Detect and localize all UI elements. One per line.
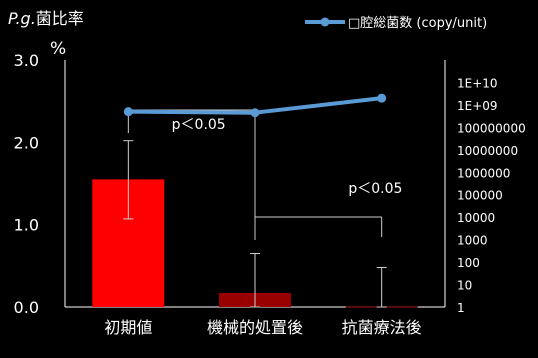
y-tick-label-right: 10000000 xyxy=(457,144,518,158)
legend-label: □腔総菌数 (copy/unit) xyxy=(348,16,487,31)
line-point xyxy=(250,108,260,118)
x-tick-label: 抗菌療法後 xyxy=(342,318,422,337)
y-tick-label-left: 3.0 xyxy=(14,51,39,70)
y-tick-label-right: 1E+10 xyxy=(457,76,498,90)
y-axis-label: % xyxy=(50,39,66,59)
y-tick-label-right: 1E+09 xyxy=(457,99,498,113)
significance-label: p＜0.05 xyxy=(172,117,226,133)
x-tick-label: 機械的処置後 xyxy=(207,318,303,337)
x-tick-label: 初期値 xyxy=(104,318,152,337)
chart-title: P.g.菌比率 xyxy=(8,9,84,28)
line-point xyxy=(123,107,133,117)
y-tick-label-right: 1 xyxy=(457,301,465,315)
legend-swatch-point xyxy=(320,17,330,27)
y-tick-label-right: 100000 xyxy=(457,189,503,203)
y-tick-label-left: 2.0 xyxy=(14,133,39,152)
chart-title-rest: 菌比率 xyxy=(36,9,84,28)
y-tick-label-left: 0.0 xyxy=(14,298,39,317)
y-tick-label-left: 1.0 xyxy=(14,216,39,235)
significance-label: p＜0.05 xyxy=(348,181,402,197)
y-tick-label-right: 100000000 xyxy=(457,121,526,135)
y-tick-label-right: 10 xyxy=(457,279,472,293)
y-tick-label-right: 1000 xyxy=(457,234,488,248)
chart-title-italic: P.g. xyxy=(8,9,36,28)
y-tick-label-right: 1000000 xyxy=(457,166,510,180)
y-tick-label-right: 10000 xyxy=(457,211,495,225)
y-tick-label-right: 100 xyxy=(457,256,480,270)
line-point xyxy=(377,93,387,103)
